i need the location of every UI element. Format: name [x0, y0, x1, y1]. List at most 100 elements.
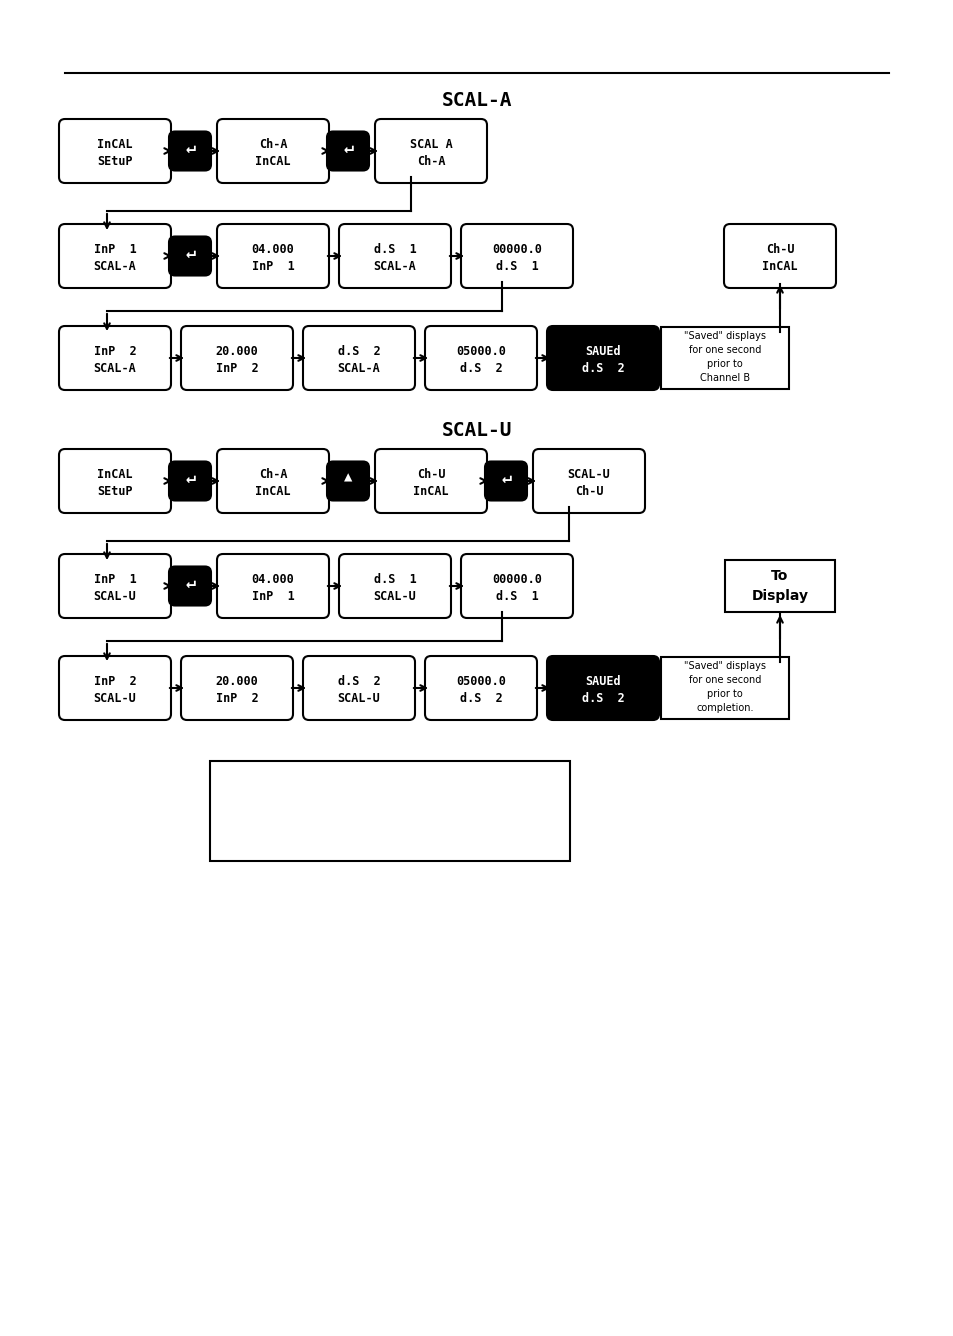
Text: Display: Display	[751, 589, 807, 603]
FancyBboxPatch shape	[181, 656, 293, 720]
Text: SCAL-U: SCAL-U	[374, 591, 416, 603]
FancyBboxPatch shape	[169, 236, 211, 275]
Text: InP  2: InP 2	[93, 675, 136, 688]
Text: "Saved" displays: "Saved" displays	[683, 331, 765, 341]
Text: InCAL: InCAL	[413, 485, 448, 498]
FancyBboxPatch shape	[169, 461, 211, 501]
FancyBboxPatch shape	[59, 224, 171, 289]
Text: InCAL: InCAL	[254, 155, 291, 168]
Text: SCAL-A: SCAL-A	[93, 362, 136, 375]
Text: SCAL-U: SCAL-U	[93, 591, 136, 603]
Text: 00000.0: 00000.0	[492, 243, 541, 255]
Text: SEtuP: SEtuP	[97, 485, 132, 498]
Text: SCAL-A: SCAL-A	[93, 261, 136, 273]
Text: Ch-A: Ch-A	[258, 468, 287, 481]
Text: SCAL-A: SCAL-A	[441, 91, 512, 111]
Text: ↵: ↵	[185, 469, 194, 486]
Text: Ch-U: Ch-U	[765, 243, 794, 255]
Text: for one second: for one second	[688, 345, 760, 355]
Text: SCAL-U: SCAL-U	[93, 692, 136, 705]
FancyBboxPatch shape	[59, 119, 171, 183]
FancyBboxPatch shape	[424, 326, 537, 390]
FancyBboxPatch shape	[59, 326, 171, 390]
FancyBboxPatch shape	[216, 119, 329, 183]
Text: InP  2: InP 2	[215, 692, 258, 705]
FancyBboxPatch shape	[327, 131, 369, 171]
FancyBboxPatch shape	[460, 554, 573, 619]
Text: d.S  2: d.S 2	[459, 692, 502, 705]
Text: InP  2: InP 2	[93, 345, 136, 358]
Text: InP  1: InP 1	[252, 261, 294, 273]
FancyBboxPatch shape	[303, 656, 415, 720]
Text: 05000.0: 05000.0	[456, 345, 505, 358]
Text: 20.000: 20.000	[215, 675, 258, 688]
Text: d.S  1: d.S 1	[374, 573, 416, 585]
Text: Ch-U: Ch-U	[574, 485, 602, 498]
Text: To: To	[771, 569, 788, 582]
FancyBboxPatch shape	[375, 119, 486, 183]
Text: ↵: ↵	[185, 139, 194, 156]
Text: d.S  2: d.S 2	[581, 692, 623, 705]
FancyBboxPatch shape	[723, 224, 835, 289]
FancyBboxPatch shape	[484, 461, 526, 501]
Text: InP  1: InP 1	[93, 573, 136, 585]
Text: SCAL A: SCAL A	[409, 138, 452, 151]
FancyBboxPatch shape	[424, 656, 537, 720]
FancyBboxPatch shape	[338, 554, 451, 619]
Text: "Saved" displays: "Saved" displays	[683, 661, 765, 671]
Text: 20.000: 20.000	[215, 345, 258, 358]
Bar	[660, 327, 788, 389]
Text: for one second: for one second	[688, 675, 760, 685]
Text: d.S  1: d.S 1	[374, 243, 416, 255]
Text: 00000.0: 00000.0	[492, 573, 541, 585]
FancyBboxPatch shape	[59, 656, 171, 720]
FancyBboxPatch shape	[59, 449, 171, 513]
Text: InCAL: InCAL	[254, 485, 291, 498]
Text: d.S  2: d.S 2	[337, 675, 380, 688]
Bar	[660, 657, 788, 719]
FancyBboxPatch shape	[375, 449, 486, 513]
Text: SEtuP: SEtuP	[97, 155, 132, 168]
Text: d.S  1: d.S 1	[496, 591, 537, 603]
Text: ↵: ↵	[185, 243, 194, 262]
Text: prior to: prior to	[706, 689, 742, 699]
FancyBboxPatch shape	[303, 326, 415, 390]
FancyBboxPatch shape	[546, 656, 659, 720]
Text: 05000.0: 05000.0	[456, 675, 505, 688]
FancyBboxPatch shape	[169, 566, 211, 605]
Text: d.S  2: d.S 2	[581, 362, 623, 375]
Text: InCAL: InCAL	[97, 138, 132, 151]
Text: ↵: ↵	[343, 139, 353, 156]
Text: InP  1: InP 1	[93, 243, 136, 255]
FancyBboxPatch shape	[216, 224, 329, 289]
Text: InP  2: InP 2	[215, 362, 258, 375]
Text: SCAL-A: SCAL-A	[374, 261, 416, 273]
Text: Channel B: Channel B	[700, 373, 749, 383]
Text: Ch-U: Ch-U	[416, 468, 445, 481]
Text: prior to: prior to	[706, 359, 742, 369]
Text: ↵: ↵	[500, 469, 511, 486]
Text: 04.000: 04.000	[252, 243, 294, 255]
FancyBboxPatch shape	[181, 326, 293, 390]
Text: d.S  2: d.S 2	[459, 362, 502, 375]
Text: InP  1: InP 1	[252, 591, 294, 603]
FancyBboxPatch shape	[59, 554, 171, 619]
Text: SCAL-U: SCAL-U	[567, 468, 610, 481]
Text: SAUEd: SAUEd	[584, 675, 620, 688]
Text: Ch-A: Ch-A	[416, 155, 445, 168]
Text: InCAL: InCAL	[761, 261, 797, 273]
Text: 04.000: 04.000	[252, 573, 294, 585]
Text: ↵: ↵	[185, 573, 194, 592]
Text: d.S  1: d.S 1	[496, 261, 537, 273]
FancyBboxPatch shape	[533, 449, 644, 513]
FancyBboxPatch shape	[169, 131, 211, 171]
Text: SCAL-U: SCAL-U	[441, 421, 512, 441]
Text: SCAL-A: SCAL-A	[337, 362, 380, 375]
Text: SAUEd: SAUEd	[584, 345, 620, 358]
Bar	[724, 560, 834, 612]
FancyBboxPatch shape	[327, 461, 369, 501]
Text: completion.: completion.	[696, 703, 753, 713]
FancyBboxPatch shape	[546, 326, 659, 390]
Text: Ch-A: Ch-A	[258, 138, 287, 151]
Text: ▲: ▲	[343, 470, 352, 485]
